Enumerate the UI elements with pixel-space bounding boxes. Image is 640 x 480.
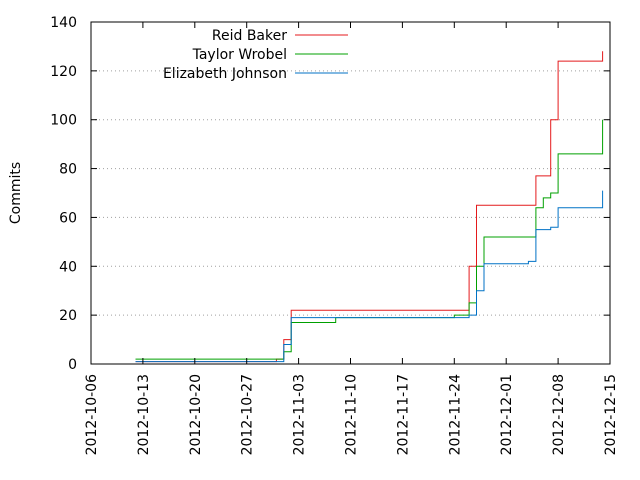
x-tick-label: 2012-11-24: [447, 374, 463, 455]
series-lines: [135, 51, 604, 363]
y-tick-label: 80: [59, 162, 77, 178]
y-tick-label: 20: [59, 308, 77, 324]
x-tick-label: 2012-10-27: [240, 374, 256, 455]
x-tick-label: 2012-11-17: [395, 374, 411, 455]
x-tick-label: 2012-10-20: [188, 374, 204, 455]
x-tick-label: 2012-11-03: [292, 374, 308, 455]
series-line-elizabeth-johnson: [135, 190, 604, 363]
x-tick-label: 2012-10-13: [136, 374, 152, 455]
legend-label: Taylor Wrobel: [192, 47, 287, 63]
x-tick-label: 2012-12-15: [603, 374, 619, 455]
y-tick-label: 60: [59, 210, 77, 226]
series-line-reid-baker: [135, 51, 604, 363]
grid-lines: [91, 70, 610, 316]
legend: Reid Baker Taylor Wrobel Elizabeth Johnson: [163, 28, 348, 82]
legend-label: Elizabeth Johnson: [163, 66, 287, 82]
y-tick-label: 140: [50, 15, 77, 31]
x-tick-label: 2012-12-01: [499, 374, 515, 455]
y-tick-label: 120: [50, 64, 77, 80]
x-tick-label: 2012-10-06: [84, 374, 100, 455]
y-axis-label: Commits: [8, 162, 24, 224]
x-tick-label: 2012-11-10: [344, 374, 360, 455]
y-tick-label: 100: [50, 113, 77, 129]
x-tick-label: 2012-12-08: [551, 374, 567, 455]
series-line-taylor-wrobel: [135, 119, 604, 360]
legend-label: Reid Baker: [212, 28, 287, 44]
y-tick-label: 0: [68, 357, 77, 373]
y-tick-label: 40: [59, 259, 77, 275]
axis-ticks: 0 20 40 60 80 100 120 140 2012-10-06 2012-10-13 20…: [50, 15, 619, 455]
